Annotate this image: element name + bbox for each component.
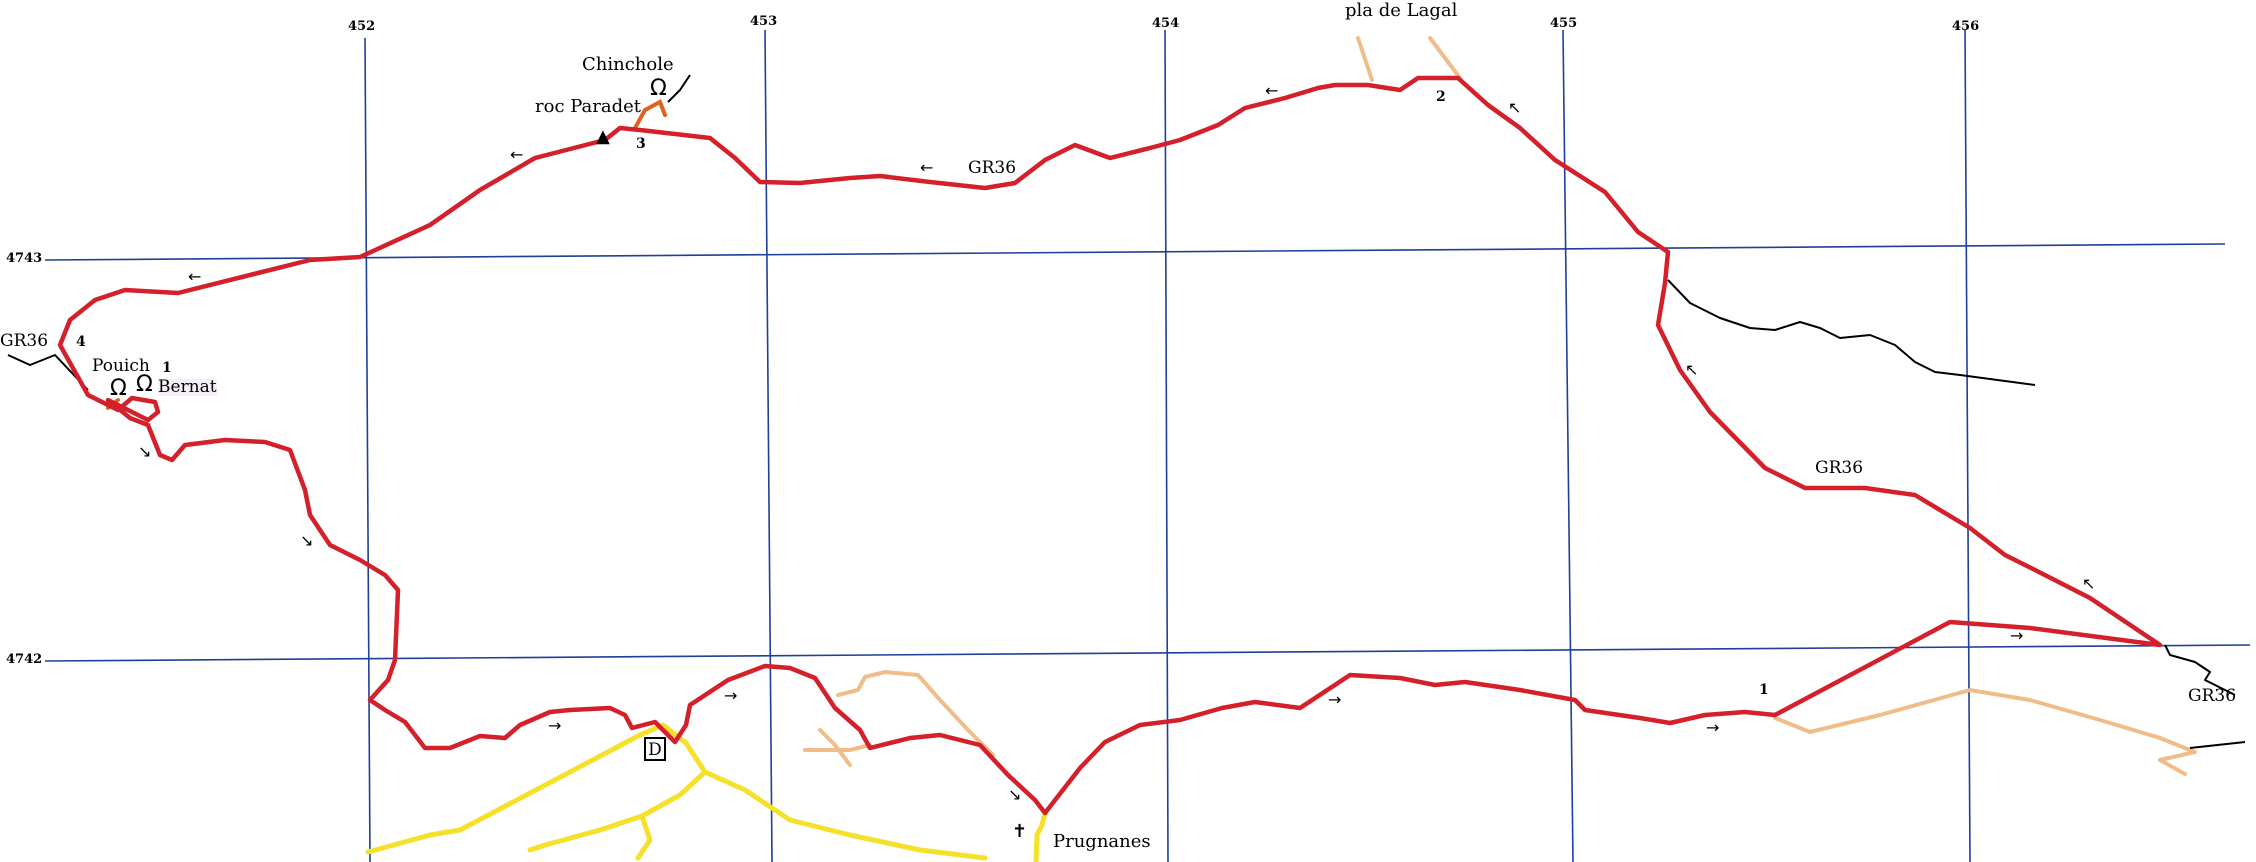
paved-road-south [702, 769, 988, 861]
arrow-right-icon-2: → [724, 686, 738, 705]
dirt-track-lagal-1 [1356, 36, 1374, 82]
grid-line-452 [364, 37, 371, 862]
northing-label-4743: 4743 [6, 251, 43, 266]
waypoint-2: 2 [1436, 89, 1446, 105]
grid-line-454 [1164, 29, 1169, 862]
paved-roads [365, 722, 1048, 862]
trail-label-gr36-right: GR36 [1815, 458, 1864, 478]
easting-label-455: 455 [1550, 16, 1578, 31]
path-east-stub [2189, 741, 2246, 749]
grid-line-456 [1964, 29, 1971, 862]
arrow-down-right-icon-2: ↘ [300, 531, 314, 550]
dirt-tracks [803, 36, 2197, 776]
arrow-up-left-icon-3: ↖ [2082, 574, 2096, 593]
trail-label-gr36-top: GR36 [968, 158, 1017, 178]
easting-label-452: 452 [348, 19, 376, 34]
arrow-left-icon-1: ← [1265, 81, 1279, 100]
place-label-bernat: Bernat [158, 377, 217, 397]
waypoint-1-road: 1 [1759, 682, 1769, 698]
arrow-right-icon-3: → [1328, 690, 1342, 709]
arrow-down-right-icon-1: ↘ [138, 442, 152, 461]
path-chinchole [667, 74, 691, 103]
church-icon-prugnanes: ✝ [1012, 821, 1028, 842]
easting-label-453: 453 [750, 14, 778, 29]
spring-icon-chinchole: Ω [650, 76, 667, 101]
grid-line-4742 [44, 644, 2251, 662]
easting-label-456: 456 [1952, 19, 1980, 34]
grid-lines [44, 29, 2251, 862]
dirt-track-lagal-2 [1428, 36, 1462, 80]
summit-icon-roc-paradet: ▲ [596, 126, 610, 147]
path-east-branch [1667, 279, 2036, 386]
waypoint-3: 3 [636, 136, 646, 152]
arrow-right-icon-5: → [2010, 626, 2024, 645]
place-label-pla-de-lagal: pla de Lagal [1345, 0, 1458, 21]
grid-line-4743 [44, 243, 2226, 261]
arrow-left-icon-4: ← [188, 267, 202, 286]
trail-label-gr36-left: GR36 [0, 331, 49, 351]
paved-road-prugnanes [1033, 810, 1048, 862]
arrow-down-right-icon-3: ↘ [1008, 785, 1022, 804]
dirt-track-south [836, 670, 995, 757]
northing-label-4742: 4742 [6, 652, 43, 667]
path-west-gr36 [7, 354, 89, 391]
dirt-track-branch [803, 728, 872, 767]
arrow-left-icon-2: ← [920, 158, 934, 177]
spur-chinchole [633, 99, 667, 130]
waypoint-1-pouich: 1 [162, 360, 172, 376]
arrow-left-icon-3: ← [510, 145, 524, 164]
dirt-track-east [1773, 688, 2197, 776]
place-label-prugnanes: Prugnanes [1053, 831, 1151, 852]
waypoint-4: 4 [76, 334, 86, 350]
spring-icon-pouich: Ω [110, 376, 127, 401]
place-label-pouich: Pouich [92, 356, 150, 376]
paved-road-branch [635, 813, 653, 861]
other-paths [7, 74, 2246, 749]
spring-icon-bernat: Ω [136, 372, 153, 397]
arrow-up-left-icon-1: ↖ [1508, 98, 1522, 117]
main-route [57, 75, 2163, 816]
place-label-chinchole: Chinchole [582, 54, 674, 75]
arrow-up-left-icon-2: ↖ [1685, 360, 1699, 379]
easting-label-454: 454 [1152, 16, 1180, 31]
paved-road-west [365, 722, 708, 855]
trail-label-gr36-bottom-right: GR36 [2188, 686, 2237, 706]
grid-line-455 [1562, 29, 1574, 862]
arrow-right-icon-1: → [548, 716, 562, 735]
arrow-right-icon-4: → [1706, 718, 1720, 737]
place-label-roc-paradet: roc Paradet [535, 96, 642, 117]
grid-line-453 [764, 29, 773, 862]
start-point-icon: D [644, 737, 666, 761]
path-east-gr36 [2164, 644, 2236, 696]
